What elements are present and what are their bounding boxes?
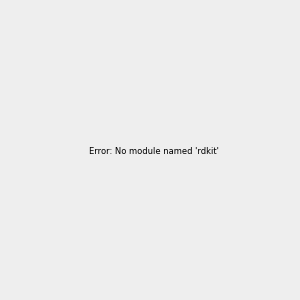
Text: Error: No module named 'rdkit': Error: No module named 'rdkit' [89,147,219,156]
